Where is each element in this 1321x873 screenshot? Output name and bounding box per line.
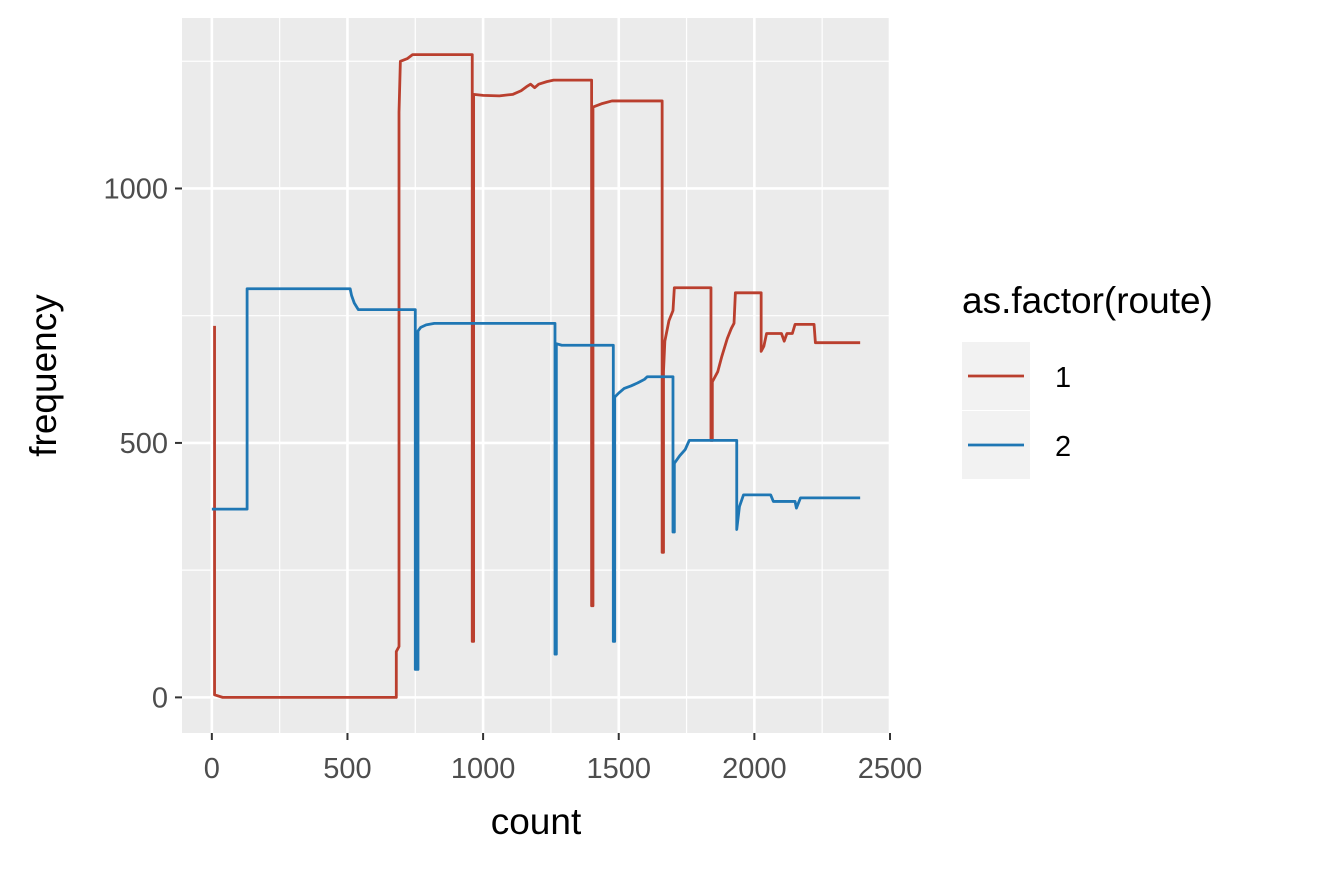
minor-gridlines — [182, 18, 890, 733]
legend-label-2: 2 — [1055, 431, 1071, 463]
y-axis-title: frequency — [23, 294, 64, 457]
series-layer — [211, 53, 861, 699]
x-tick-label: 2500 — [858, 753, 923, 785]
x-axis-title: count — [491, 801, 582, 842]
legend-title: as.factor(route) — [962, 280, 1213, 321]
x-tick-label: 1000 — [451, 753, 516, 785]
y-tick-label: 1000 — [103, 173, 168, 205]
legend: as.factor(route) 12 — [962, 280, 1213, 479]
x-tick-label: 2000 — [722, 753, 787, 785]
series-line-route-2 — [211, 287, 861, 671]
x-axis: 0 500 1000 1500 2000 2500 — [204, 733, 922, 785]
plot-panel — [182, 18, 890, 733]
legend-items: 12 — [962, 342, 1071, 479]
x-tick-label: 1500 — [586, 753, 651, 785]
major-gridlines — [182, 18, 892, 733]
x-tick-label: 0 — [204, 753, 220, 785]
x-tick-label: 500 — [323, 753, 371, 785]
legend-label-1: 1 — [1055, 362, 1071, 394]
y-tick-label: 0 — [152, 682, 168, 714]
y-axis: 0 500 1000 — [103, 173, 182, 714]
y-tick-label: 500 — [120, 428, 168, 460]
series-line-route-1 — [213, 53, 861, 699]
